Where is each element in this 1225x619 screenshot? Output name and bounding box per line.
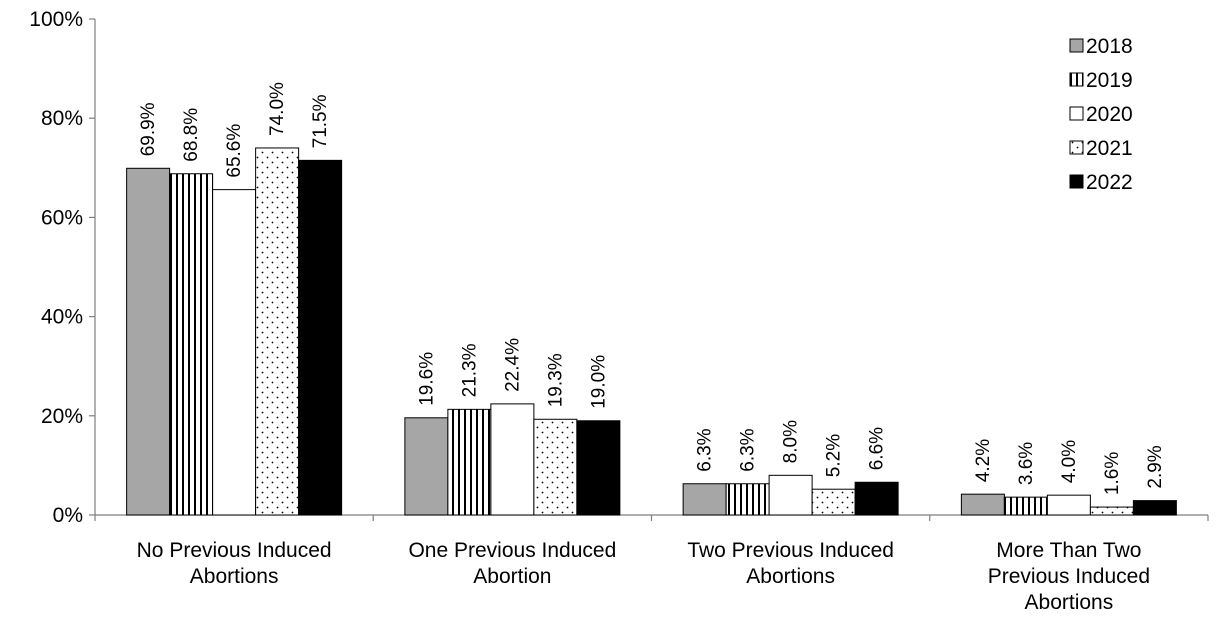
y-tick-label: 0% (53, 504, 83, 527)
data-label: 6.6% (867, 427, 888, 470)
y-tick-label: 80% (41, 107, 83, 130)
legend-swatch-2022 (1069, 174, 1084, 189)
data-label: 19.6% (416, 352, 437, 406)
bars (126, 147, 1177, 516)
x-tick-label: Two Previous Induced Abortions (687, 539, 894, 588)
bar-2022 (1132, 500, 1177, 516)
data-label: 19.3% (545, 353, 566, 407)
bar-2022 (576, 420, 621, 516)
y-tick-label: 40% (41, 306, 83, 329)
legend-swatch-2020 (1069, 106, 1084, 121)
legend-swatch-2021 (1069, 140, 1084, 155)
x-tick-label: No Previous Induced Abortions (137, 539, 332, 588)
data-label: 5.2% (824, 434, 845, 477)
bar-2020 (490, 403, 535, 516)
legend-label: 2018 (1086, 35, 1133, 58)
bar-2020 (768, 474, 813, 516)
data-label: 69.9% (138, 102, 159, 156)
bar-2020 (212, 189, 257, 516)
axes: 0% 20% 40% 60% 80% 100% No Previous Induced Abo… (29, 8, 1209, 614)
data-label: 22.4% (502, 338, 523, 392)
bar-2022 (854, 481, 899, 516)
y-tick-label: 20% (41, 405, 83, 428)
bar-2022 (298, 159, 343, 516)
x-tick-label: More Than Two Previous Induced Abortions (988, 539, 1150, 614)
bar-2021 (255, 147, 300, 516)
data-label: 1.6% (1102, 452, 1123, 495)
legend-label: 2020 (1086, 103, 1133, 126)
data-label: 8.0% (781, 420, 802, 463)
data-label: 19.0% (588, 355, 609, 409)
bar-2018 (682, 483, 727, 516)
y-tick-label: 60% (41, 206, 83, 229)
data-label: 4.0% (1059, 440, 1080, 483)
data-label: 68.8% (181, 108, 202, 162)
bar-2018 (126, 167, 171, 516)
bar-2020 (1046, 494, 1091, 516)
legend: 2018 2019 2020 2021 2022 (1069, 35, 1133, 194)
data-label: 4.2% (973, 439, 994, 482)
bar-2019 (169, 173, 214, 516)
legend-label: 2019 (1086, 69, 1133, 92)
legend-label: 2021 (1086, 137, 1133, 160)
data-label: 3.6% (1016, 442, 1037, 485)
data-label: 74.0% (267, 82, 288, 136)
x-tick-label: One Previous Induced Abortion (408, 539, 616, 588)
bar-2019 (725, 483, 770, 516)
bar-2021 (811, 488, 856, 516)
data-labels: 69.9% 68.8% 65.6% 74.0% 71.5% 19.6% 21.3% 22.4%… (138, 82, 1166, 495)
data-label: 6.3% (695, 428, 716, 471)
bar-2019 (1003, 496, 1048, 516)
bar-2018 (960, 493, 1005, 516)
data-label: 6.3% (738, 428, 759, 471)
y-tick-label: 100% (29, 8, 83, 31)
data-label: 21.3% (459, 343, 480, 397)
legend-swatch-2019 (1069, 72, 1084, 87)
legend-swatch-2018 (1069, 38, 1084, 53)
data-label: 71.5% (310, 94, 331, 148)
data-label: 2.9% (1145, 445, 1166, 488)
bar-2021 (1089, 506, 1134, 516)
legend-label: 2022 (1086, 171, 1133, 194)
bar-2019 (447, 408, 492, 516)
data-label: 65.6% (224, 124, 245, 178)
bar-2021 (533, 418, 578, 516)
bar-2018 (404, 417, 449, 516)
